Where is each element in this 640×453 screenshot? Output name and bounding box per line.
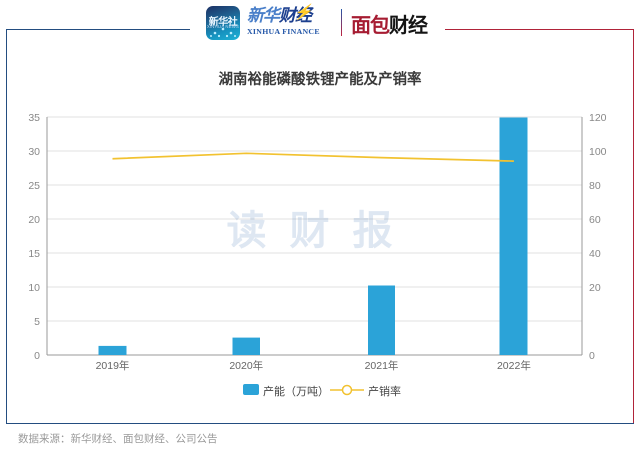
svg-text:35: 35 (28, 112, 40, 124)
svg-text:20: 20 (589, 282, 601, 294)
svg-text:40: 40 (589, 248, 601, 260)
svg-text:120: 120 (589, 112, 607, 124)
svg-text:10: 10 (28, 282, 40, 294)
svg-text:读财报: 读财报 (227, 209, 416, 253)
svg-text:60: 60 (589, 214, 601, 226)
svg-text:30: 30 (28, 146, 40, 158)
svg-text:2020年: 2020年 (229, 359, 263, 372)
svg-text:0: 0 (589, 350, 595, 362)
svg-text:0: 0 (34, 350, 40, 362)
svg-text:2021年: 2021年 (365, 359, 399, 372)
svg-text:15: 15 (28, 248, 40, 260)
svg-text:100: 100 (589, 146, 607, 158)
svg-text:80: 80 (589, 180, 601, 192)
svg-text:2022年: 2022年 (497, 359, 531, 372)
svg-text:5: 5 (34, 316, 40, 328)
svg-text:25: 25 (28, 180, 40, 192)
svg-text:20: 20 (28, 214, 40, 226)
svg-text:2019年: 2019年 (96, 359, 130, 372)
